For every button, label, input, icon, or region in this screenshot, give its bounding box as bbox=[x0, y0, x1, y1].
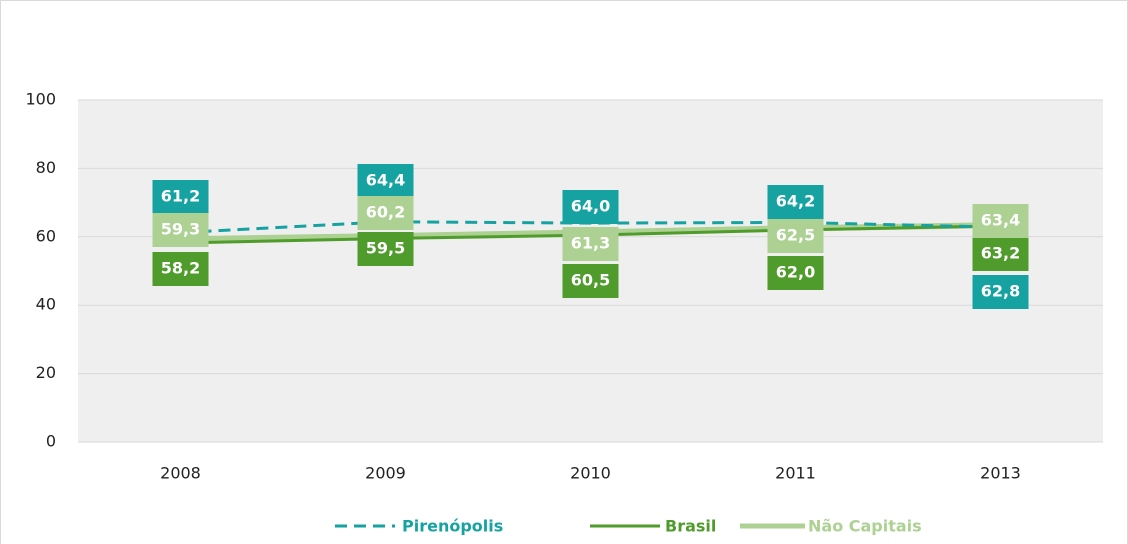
data-label-box bbox=[357, 196, 414, 230]
data-label: 61,2 bbox=[161, 187, 200, 206]
legend-label: Brasil bbox=[665, 517, 716, 536]
data-label: 64,0 bbox=[571, 197, 610, 216]
data-label-box bbox=[152, 213, 209, 247]
y-tick-label: 60 bbox=[36, 226, 56, 245]
data-label-box bbox=[767, 219, 824, 253]
data-label-box bbox=[767, 185, 824, 219]
data-label-box bbox=[357, 164, 414, 198]
y-tick-label: 20 bbox=[36, 363, 56, 382]
y-tick-label: 100 bbox=[25, 90, 56, 109]
data-label-box bbox=[357, 232, 414, 266]
data-label-box bbox=[562, 227, 619, 261]
x-tick-label: 2010 bbox=[570, 464, 611, 483]
data-label: 59,5 bbox=[366, 239, 405, 258]
data-label: 60,5 bbox=[571, 271, 610, 290]
data-label: 64,4 bbox=[366, 171, 405, 190]
data-label: 62,5 bbox=[776, 226, 815, 245]
data-label: 63,4 bbox=[981, 211, 1020, 230]
data-label-box bbox=[562, 264, 619, 298]
data-label: 59,3 bbox=[161, 220, 200, 239]
data-label-box bbox=[152, 252, 209, 286]
data-label-box bbox=[562, 190, 619, 224]
data-label: 64,2 bbox=[776, 192, 815, 211]
data-label-box bbox=[152, 180, 209, 214]
data-label: 62,8 bbox=[981, 282, 1020, 301]
data-label: 61,3 bbox=[571, 234, 610, 253]
legend-label: Não Capitais bbox=[808, 517, 922, 536]
data-label: 58,2 bbox=[161, 259, 200, 278]
data-label-box bbox=[972, 237, 1029, 271]
data-label-box bbox=[767, 256, 824, 290]
data-label: 60,2 bbox=[366, 203, 405, 222]
x-tick-label: 2008 bbox=[160, 464, 201, 483]
y-tick-label: 0 bbox=[46, 432, 56, 451]
legend-label: Pirenópolis bbox=[402, 517, 503, 536]
data-label-box bbox=[972, 275, 1029, 309]
y-tick-label: 40 bbox=[36, 295, 56, 314]
x-tick-label: 2009 bbox=[365, 464, 406, 483]
y-tick-label: 80 bbox=[36, 158, 56, 177]
data-label: 62,0 bbox=[776, 263, 815, 282]
data-label: 63,2 bbox=[981, 244, 1020, 263]
data-label-box bbox=[972, 204, 1029, 238]
x-tick-label: 2013 bbox=[980, 464, 1021, 483]
x-tick-label: 2011 bbox=[775, 464, 816, 483]
